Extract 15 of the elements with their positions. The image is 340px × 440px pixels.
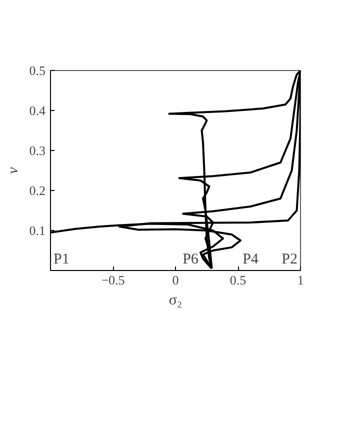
y-tick-label: 0.2 [29,183,46,198]
x-axis-title: σ₂ [168,292,182,308]
x-tick-label: 1 [297,272,304,288]
annotation: P1 [54,252,70,268]
y-tick-label: 0.4 [29,103,46,118]
y-tick-label: 0.1 [29,223,46,238]
annotation: P4 [242,252,259,268]
x-tick-label: 0.5 [230,272,246,288]
x-tick-label: 0 [172,272,179,288]
annotation: P2 [282,252,298,268]
y-tick-label: 0.5 [29,63,46,78]
x-tick-label: −0.5 [101,272,125,288]
y-tick-label: 0.3 [29,143,46,158]
annotation: P6 [182,252,199,268]
y-axis-title: v [5,166,22,174]
